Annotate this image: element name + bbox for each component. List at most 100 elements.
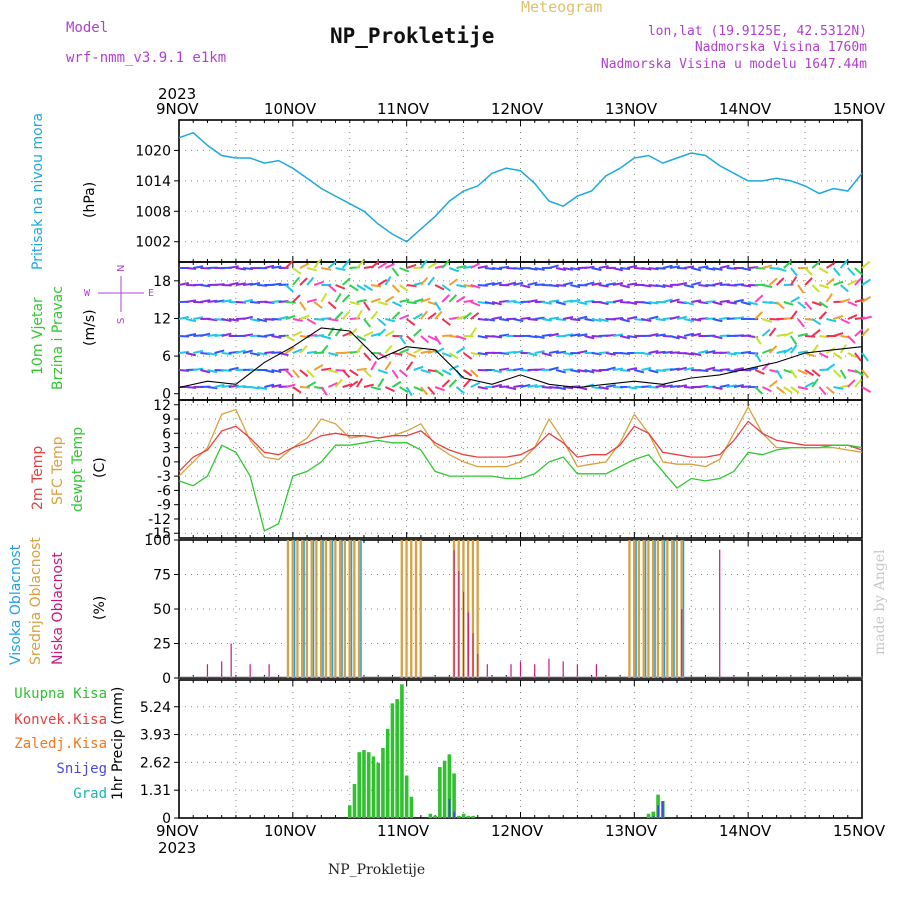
wind-arrow bbox=[327, 284, 337, 293]
wind-arrow bbox=[377, 318, 387, 327]
temp-panel-ytick-label-6: 3 bbox=[162, 441, 171, 457]
wind-arrow bbox=[634, 369, 645, 374]
wind-arrow bbox=[676, 315, 687, 320]
wind-arrow bbox=[726, 352, 737, 356]
bottom-tick-label-6: 15NOV bbox=[833, 822, 886, 840]
footer-station: NP_Prokletije bbox=[328, 862, 426, 878]
wind-arrow bbox=[712, 335, 723, 340]
wind-arrow bbox=[441, 352, 452, 358]
wind-arrow bbox=[577, 315, 588, 320]
top-tick-label-3: 12NOV bbox=[491, 100, 544, 118]
wind-arrow bbox=[804, 277, 813, 286]
wind-arrow bbox=[740, 350, 752, 354]
top-tick-label-6: 15NOV bbox=[833, 100, 886, 118]
wind-arrow bbox=[441, 284, 451, 292]
wind-arrow bbox=[448, 278, 459, 286]
wind-arrow bbox=[349, 369, 359, 377]
wind-arrow bbox=[271, 265, 282, 269]
wind-arrow bbox=[284, 369, 294, 378]
wind-arrow bbox=[627, 367, 638, 371]
wind-arrow bbox=[627, 386, 638, 390]
precip-panel-ytick-label-2: 2.62 bbox=[140, 755, 171, 771]
wind-arrow bbox=[420, 350, 431, 354]
precip-panel-frame bbox=[178, 679, 863, 819]
precip-bar bbox=[381, 747, 385, 818]
wind-arrow bbox=[221, 318, 232, 323]
wind-arrow bbox=[861, 315, 872, 320]
wind-arrow bbox=[441, 318, 451, 326]
wind-arrow bbox=[861, 260, 871, 269]
cloud-panel-ytick-label-2: 50 bbox=[153, 602, 171, 618]
page-title: NP_Prokletije bbox=[330, 24, 495, 48]
mid-cloud-bar bbox=[652, 540, 655, 678]
wind-arrow bbox=[292, 348, 303, 354]
mid-cloud-bar bbox=[343, 540, 347, 678]
wind-arrow bbox=[427, 386, 436, 396]
wind-compass: N W E S bbox=[84, 258, 164, 328]
wind-arrow bbox=[370, 386, 382, 391]
wind-arrow bbox=[413, 328, 422, 337]
wind-arrow bbox=[356, 344, 364, 354]
wind-arrow bbox=[355, 309, 363, 320]
wind-arrow bbox=[584, 318, 595, 322]
precip-legend-frozen: Zaledj.Kisa bbox=[14, 736, 107, 752]
wind-arrow bbox=[705, 267, 716, 271]
wind-arrow bbox=[548, 264, 559, 269]
wind-arrow bbox=[513, 367, 524, 371]
wind-compass-arrows bbox=[98, 276, 144, 312]
wind-arrow bbox=[641, 267, 652, 271]
precip-bar bbox=[404, 775, 409, 818]
wind-arrow bbox=[221, 332, 232, 337]
wind-arrow bbox=[570, 318, 581, 322]
wind-arrow bbox=[456, 284, 467, 288]
wind-arrow bbox=[612, 267, 623, 272]
wind-arrow bbox=[335, 267, 346, 271]
wind-arrow bbox=[683, 301, 695, 306]
wind-arrow bbox=[398, 335, 407, 345]
top-tick-label-5: 14NOV bbox=[719, 100, 772, 118]
wind-arrow bbox=[705, 350, 716, 354]
mid-cloud-bar bbox=[338, 540, 342, 678]
wind-arrow bbox=[320, 292, 328, 303]
wind-arrow bbox=[627, 335, 638, 339]
pressure-panel-ytick-label-2: 1014 bbox=[135, 174, 171, 190]
wind-arrow bbox=[441, 294, 450, 303]
wind-arrow bbox=[733, 316, 744, 320]
wind-arrow bbox=[555, 386, 567, 391]
mid-cloud-bar bbox=[633, 540, 636, 678]
wind-arrow bbox=[341, 310, 351, 320]
wind-arrow bbox=[455, 346, 466, 354]
wind-arrow bbox=[185, 352, 197, 357]
wind-arrow bbox=[470, 284, 481, 289]
wind-arrow bbox=[420, 386, 429, 396]
bottom-tick-label-5: 14NOV bbox=[719, 822, 772, 840]
wind-arrow bbox=[726, 384, 737, 388]
wind-arrow bbox=[847, 379, 856, 388]
wind-arrow bbox=[805, 335, 816, 338]
wind-compass-east: E bbox=[148, 288, 155, 299]
precip-bar bbox=[651, 811, 656, 818]
wind-arrow bbox=[420, 276, 429, 286]
wind-arrow bbox=[811, 318, 822, 326]
precip-bar bbox=[385, 728, 390, 818]
wind-arrow bbox=[840, 284, 849, 293]
low-cloud-spike bbox=[548, 658, 550, 678]
wind-arrow bbox=[200, 284, 211, 288]
wind-arrow bbox=[513, 281, 524, 286]
wind-arrow bbox=[726, 301, 737, 305]
pressure-panel-grid bbox=[174, 120, 863, 262]
wind-arrow bbox=[334, 311, 344, 320]
wind-arrow bbox=[776, 267, 787, 272]
wind-arrow bbox=[619, 284, 631, 289]
wind-arrow bbox=[662, 298, 673, 303]
precip-bar bbox=[400, 684, 404, 818]
precip-bars bbox=[347, 684, 665, 818]
wind-arrow bbox=[285, 284, 294, 293]
wind-arrow bbox=[541, 301, 552, 305]
low-cloud-bar bbox=[467, 612, 469, 678]
wind-arrow bbox=[534, 267, 545, 271]
mid-cloud-bar bbox=[291, 540, 294, 678]
wind-arrow bbox=[484, 281, 495, 286]
wind-arrow bbox=[356, 284, 366, 291]
wind-arrow bbox=[299, 301, 307, 311]
